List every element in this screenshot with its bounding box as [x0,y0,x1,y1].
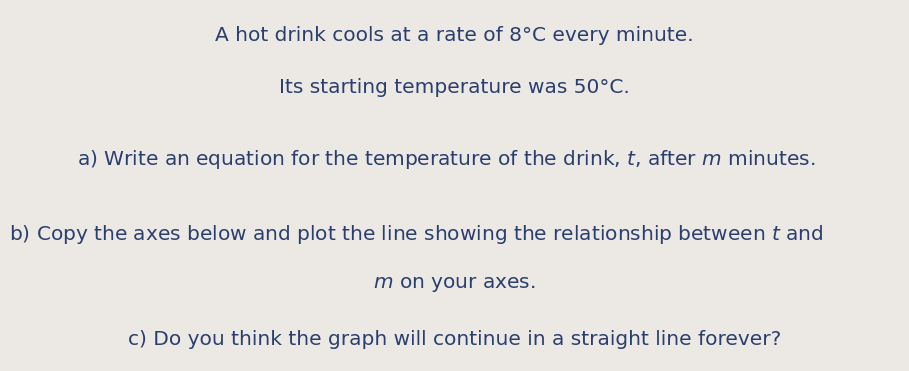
Text: b) Copy the axes below and plot the line showing the relationship between $t$ an: b) Copy the axes below and plot the line… [9,223,824,246]
Text: $m$ on your axes.: $m$ on your axes. [374,275,535,293]
Text: A hot drink cools at a rate of 8°C every minute.: A hot drink cools at a rate of 8°C every… [215,26,694,45]
Text: c) Do you think the graph will continue in a straight line forever?: c) Do you think the graph will continue … [128,330,781,349]
Text: a) Write an equation for the temperature of the drink, $t$, after $m$ minutes.: a) Write an equation for the temperature… [77,148,815,171]
Text: Its starting temperature was 50°C.: Its starting temperature was 50°C. [279,78,630,97]
